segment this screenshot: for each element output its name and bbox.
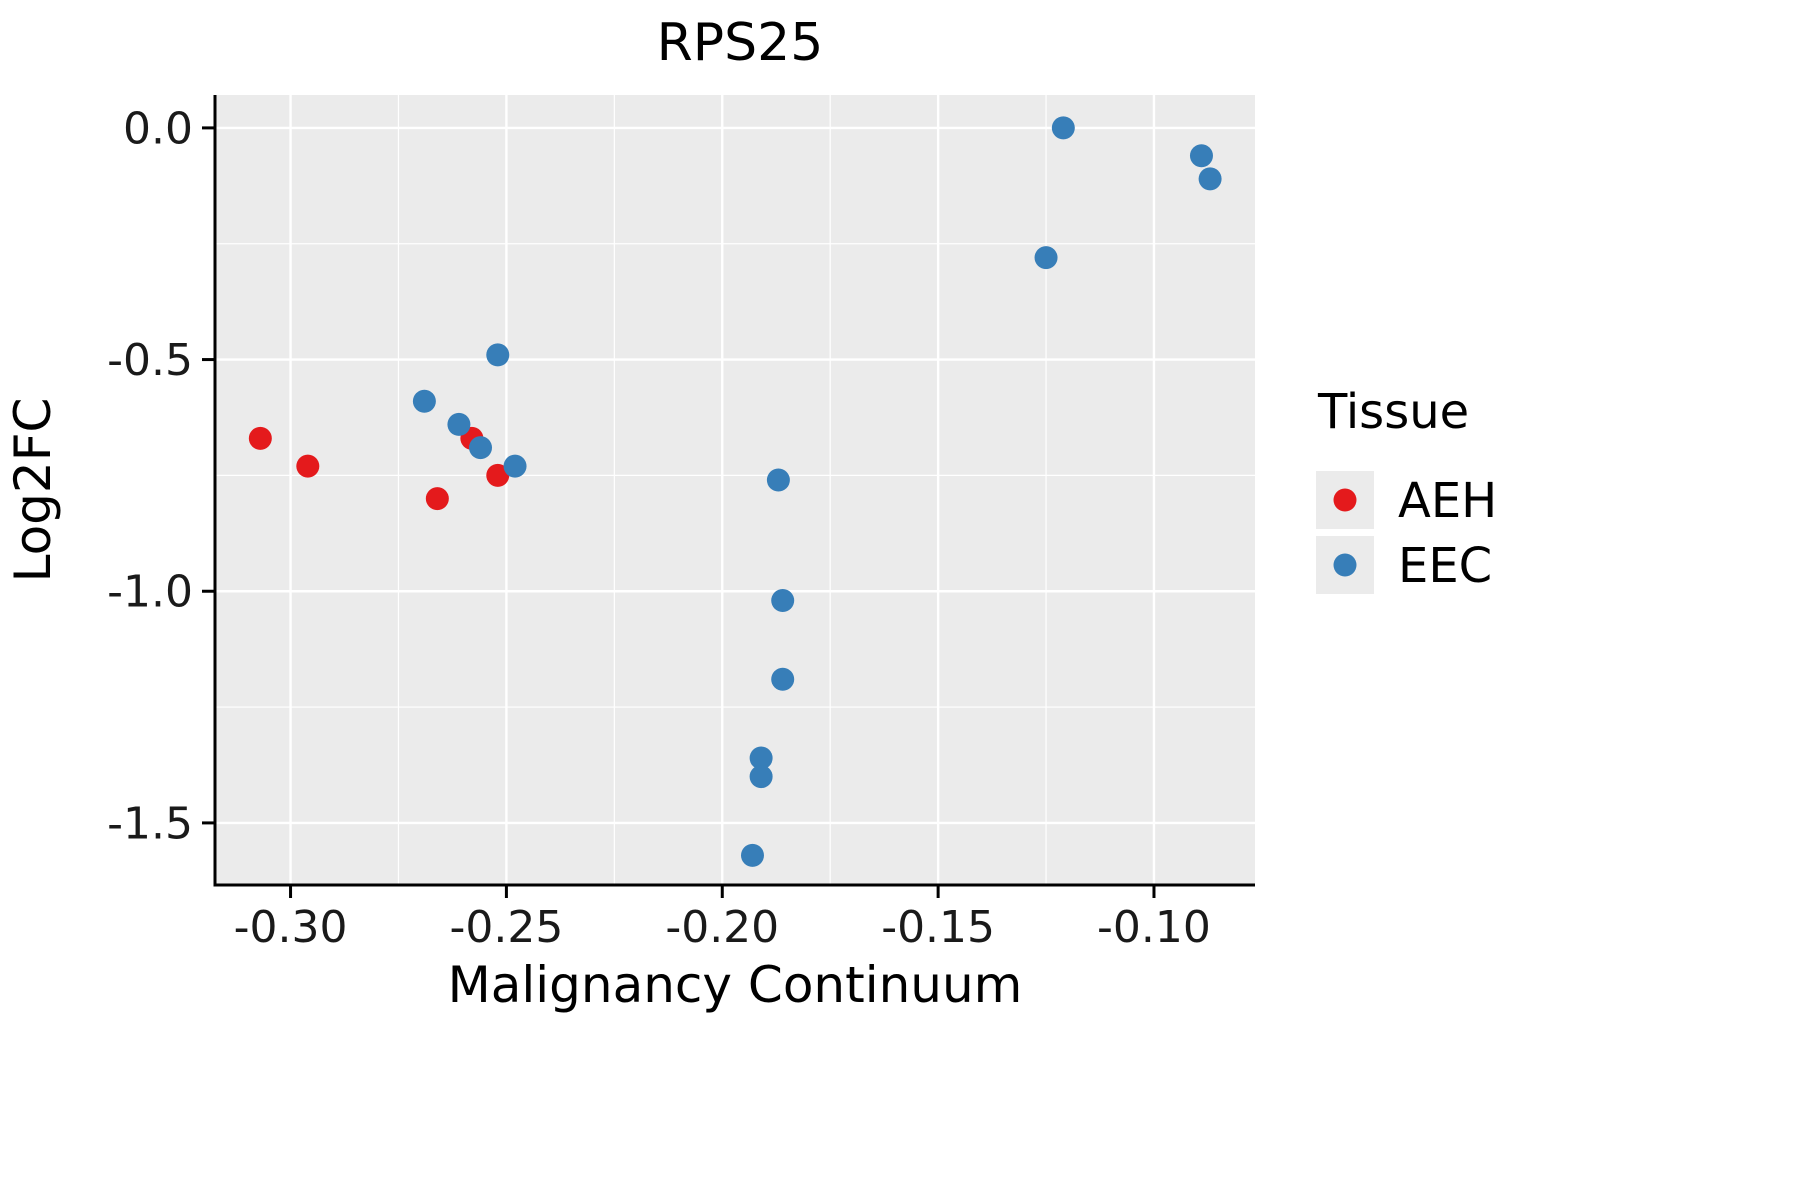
data-point-eec — [740, 843, 764, 867]
data-point-eec — [447, 412, 471, 436]
gridlines-minor — [215, 95, 1255, 885]
data-point-eec — [503, 454, 527, 478]
axis-lines — [213, 95, 1255, 887]
x-tick-labels: -0.30 -0.25 -0.20 -0.15 -0.10 — [234, 902, 1211, 953]
data-point-eec — [412, 389, 436, 413]
legend-items: AEH EEC — [1316, 471, 1497, 594]
x-tick-label: -0.10 — [1097, 902, 1211, 953]
x-axis-label: Malignancy Continuum — [448, 956, 1023, 1014]
data-point-eec — [1198, 167, 1222, 191]
data-point-eec — [771, 667, 795, 691]
data-point-aeh — [296, 454, 320, 478]
data-point-eec — [1034, 246, 1058, 270]
chart-title: RPS25 — [657, 13, 824, 73]
x-tick-label: -0.25 — [449, 902, 563, 953]
plot-panel — [215, 95, 1255, 885]
data-point-eec — [1189, 144, 1213, 168]
x-tick-label: -0.20 — [665, 902, 779, 953]
data-point-aeh — [425, 487, 449, 511]
y-axis-label: Log2FC — [4, 398, 62, 583]
legend-label-eec: EEC — [1398, 538, 1492, 594]
data-point-eec — [766, 468, 790, 492]
data-points — [248, 116, 1222, 867]
data-point-aeh — [248, 426, 272, 450]
data-point-eec — [1051, 116, 1075, 140]
data-point-eec — [486, 343, 510, 367]
legend: Tissue AEH EEC — [1316, 384, 1497, 594]
legend-swatch-eec — [1333, 553, 1357, 577]
x-tick-label: -0.30 — [234, 902, 348, 953]
x-tick-label: -0.15 — [881, 902, 995, 953]
legend-title: Tissue — [1317, 384, 1469, 440]
y-tick-label: 0.0 — [123, 103, 193, 154]
data-point-eec — [749, 765, 773, 789]
data-point-eec — [771, 589, 795, 613]
y-tick-label: -1.0 — [107, 567, 193, 618]
legend-label-aeh: AEH — [1398, 473, 1497, 529]
legend-swatch-aeh — [1333, 488, 1357, 512]
tick-marks — [202, 126, 1156, 898]
y-tick-labels: 0.0 -0.5 -1.0 -1.5 — [107, 103, 193, 849]
y-tick-label: -0.5 — [107, 335, 193, 386]
data-point-eec — [749, 746, 773, 770]
gridlines-major — [215, 95, 1255, 885]
data-point-eec — [469, 436, 493, 460]
y-tick-label: -1.5 — [107, 798, 193, 849]
data-point-aeh — [486, 463, 510, 487]
